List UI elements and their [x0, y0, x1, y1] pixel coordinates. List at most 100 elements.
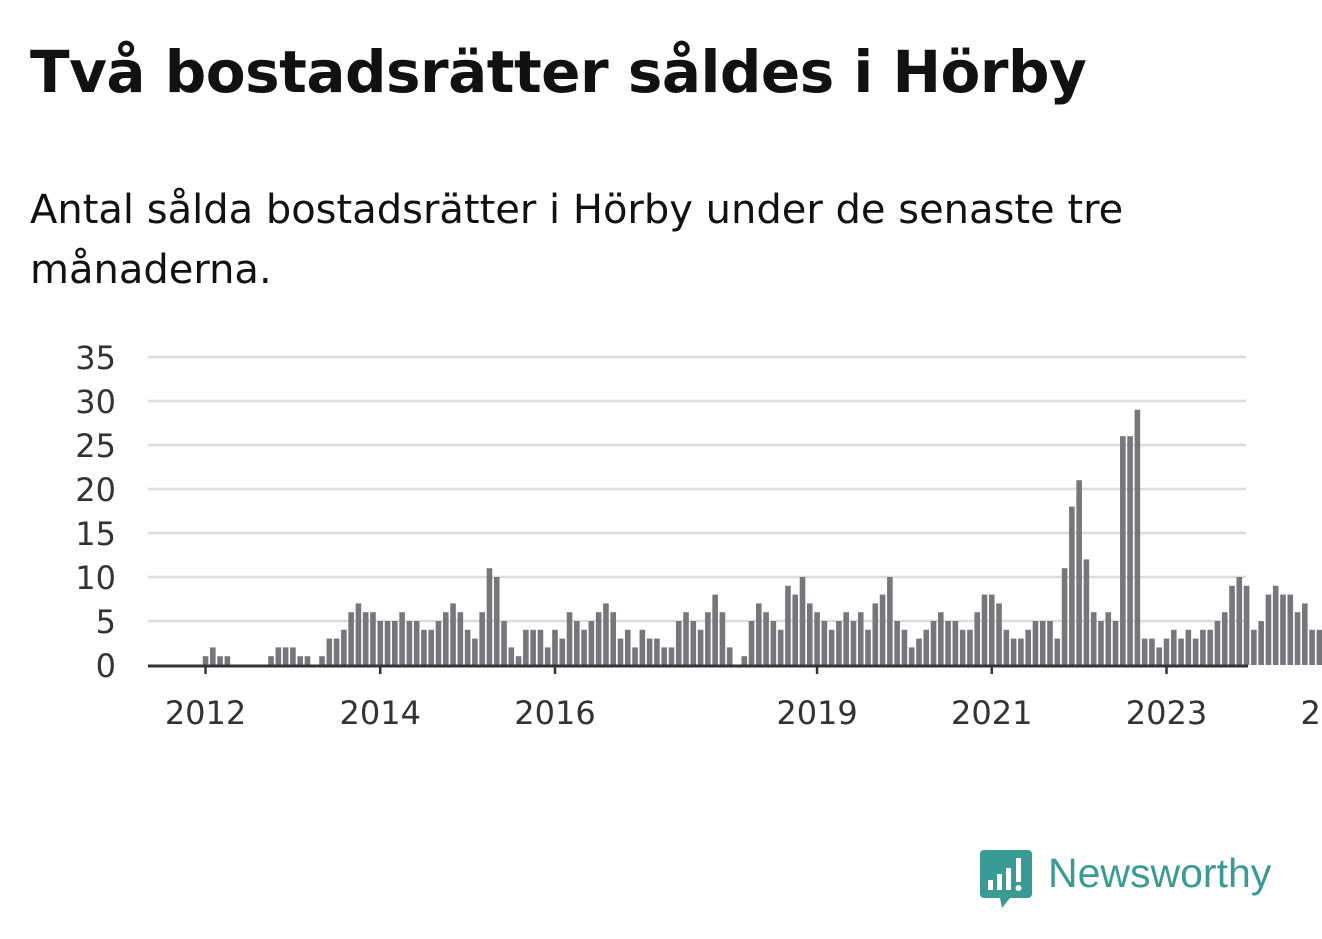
bar	[646, 638, 653, 665]
bar	[850, 621, 857, 665]
x-tick-label: 2019	[776, 694, 857, 730]
bar	[697, 629, 704, 665]
bar	[1258, 621, 1264, 665]
bar	[988, 594, 995, 665]
bar	[210, 647, 216, 665]
bar	[515, 656, 522, 665]
bar	[712, 594, 718, 665]
bar	[836, 621, 842, 665]
bar	[894, 621, 900, 665]
bar	[574, 621, 580, 665]
bar	[1251, 629, 1257, 665]
bar	[1054, 638, 1061, 665]
y-tick-label: 5	[96, 603, 116, 641]
bar	[1003, 629, 1010, 665]
bar	[1090, 612, 1097, 665]
bar	[828, 629, 835, 665]
bar	[333, 638, 340, 665]
y-tick-label: 10	[75, 559, 116, 597]
x-tick-label: 2014	[340, 694, 421, 730]
bar	[1105, 612, 1112, 665]
bar	[1061, 568, 1068, 665]
bar	[1163, 638, 1170, 665]
bar	[683, 612, 689, 665]
y-tick-label: 25	[75, 427, 116, 465]
bar	[523, 629, 529, 665]
bar	[857, 612, 864, 665]
bar	[908, 647, 915, 665]
bar	[275, 647, 282, 665]
chart-subtitle: Antal sålda bostadsrätter i Hörby under …	[30, 187, 1124, 293]
bar	[1316, 629, 1322, 665]
y-tick-label: 35	[75, 339, 116, 377]
bar	[450, 603, 456, 665]
bar	[901, 629, 908, 665]
bar	[552, 629, 558, 665]
bar	[1207, 629, 1213, 665]
bar	[486, 568, 493, 665]
bar	[1200, 629, 1206, 665]
bar	[341, 629, 347, 665]
bar	[865, 629, 871, 665]
bar	[268, 656, 274, 665]
bar	[639, 629, 646, 665]
bar	[479, 612, 485, 665]
bar	[1294, 612, 1301, 665]
bar	[428, 629, 435, 665]
bar	[777, 629, 784, 665]
bar	[806, 603, 813, 665]
bar	[217, 656, 223, 665]
bar	[1302, 603, 1308, 665]
bar	[1127, 436, 1133, 665]
y-tick-label: 0	[96, 647, 116, 685]
bar	[1141, 638, 1148, 665]
bar	[1280, 594, 1286, 665]
bar	[1047, 621, 1053, 665]
bar	[603, 603, 609, 665]
bar	[508, 647, 515, 665]
bar	[1229, 585, 1235, 665]
bar	[690, 621, 697, 665]
bar	[654, 638, 660, 665]
bar	[719, 612, 726, 665]
bar	[668, 647, 675, 665]
bar	[1120, 436, 1126, 665]
bar	[1098, 621, 1104, 665]
bar	[945, 621, 951, 665]
y-axis-labels: 0 5 10 15 20 25 30 35	[75, 339, 116, 685]
bar	[996, 603, 1002, 665]
bar	[1039, 621, 1046, 665]
bar	[1185, 629, 1192, 665]
bar	[442, 612, 449, 665]
x-tick-label: 2023	[1126, 694, 1207, 730]
bar	[1112, 621, 1119, 665]
bar	[595, 612, 602, 665]
bar	[1170, 629, 1177, 665]
bar	[661, 647, 667, 665]
bar	[923, 629, 930, 665]
bar	[974, 612, 981, 665]
x-tick-label: 2021	[951, 694, 1032, 730]
bar	[304, 656, 311, 665]
bar	[967, 629, 973, 665]
y-tick-label: 20	[75, 471, 116, 509]
bar	[377, 621, 384, 665]
bar	[1083, 559, 1090, 665]
bar	[406, 621, 413, 665]
bar	[544, 647, 551, 665]
bar	[879, 594, 886, 665]
bar	[792, 594, 799, 665]
bar	[1309, 629, 1315, 665]
bar	[748, 621, 755, 665]
bar	[624, 629, 631, 665]
bar	[297, 656, 303, 665]
bar	[581, 629, 587, 665]
bar	[610, 612, 617, 665]
bar	[1018, 638, 1024, 665]
bar	[559, 638, 566, 665]
bar	[1156, 647, 1163, 665]
bar	[741, 656, 748, 665]
bar	[821, 621, 828, 665]
